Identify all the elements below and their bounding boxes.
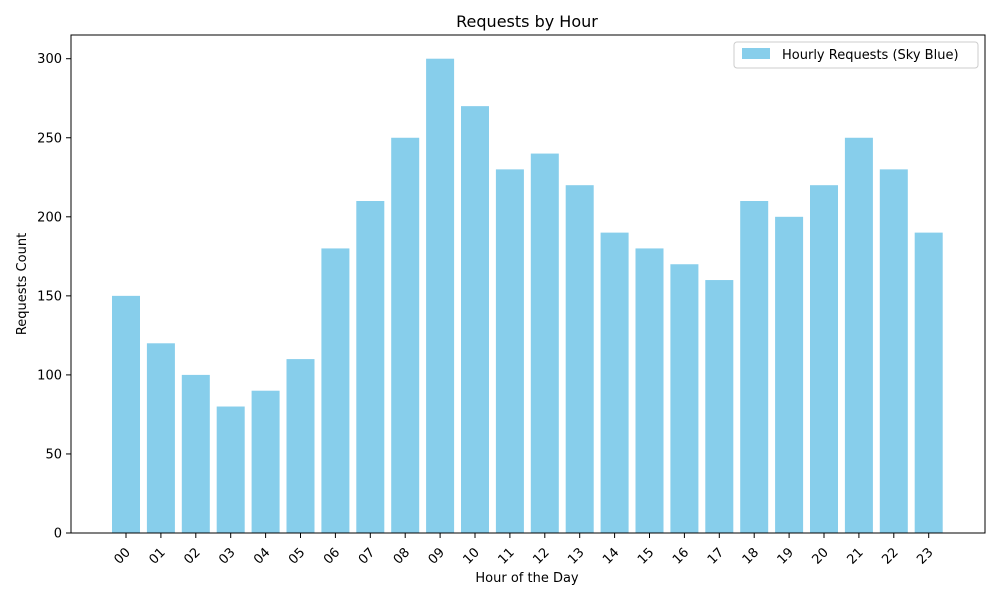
x-tick-label: 07 xyxy=(356,545,378,567)
y-tick-label: 150 xyxy=(37,289,62,304)
bar-21 xyxy=(844,137,873,533)
bar-13 xyxy=(565,185,594,533)
x-tick-label: 10 xyxy=(461,545,483,567)
bar-01 xyxy=(146,343,175,533)
y-tick-label: 300 xyxy=(37,52,62,67)
bar-11 xyxy=(495,169,524,533)
x-tick-label: 12 xyxy=(530,545,552,567)
x-tick-label: 02 xyxy=(181,545,203,567)
x-tick-label: 18 xyxy=(740,545,762,567)
x-tick-label: 23 xyxy=(914,545,936,567)
legend-box xyxy=(733,41,979,69)
x-tick-label: 01 xyxy=(146,545,168,567)
bar-02 xyxy=(181,374,210,533)
x-tick-label: 17 xyxy=(705,545,727,567)
bar-08 xyxy=(391,137,420,533)
x-tick-label: 14 xyxy=(600,545,622,567)
x-tick-label: 05 xyxy=(286,545,308,567)
x-tick-label: 04 xyxy=(251,545,273,567)
bar-15 xyxy=(635,248,664,533)
x-tick-label: 03 xyxy=(216,545,238,567)
y-tick-label: 100 xyxy=(37,368,62,383)
bar-19 xyxy=(775,216,804,533)
bar-12 xyxy=(530,153,559,533)
bar-20 xyxy=(810,185,838,533)
bar-04 xyxy=(251,390,280,533)
bar-17 xyxy=(705,280,734,533)
chart-title: Requests by Hour xyxy=(456,12,598,31)
legend-label: Hourly Requests (Sky Blue) xyxy=(782,48,959,63)
bar-23 xyxy=(914,232,943,533)
x-tick-label: 13 xyxy=(565,545,587,567)
bar-18 xyxy=(740,201,769,533)
bar-00 xyxy=(112,295,140,533)
legend-swatch xyxy=(742,48,770,59)
bar-06 xyxy=(321,248,350,533)
x-tick-label: 11 xyxy=(495,545,517,567)
y-tick-label: 200 xyxy=(37,210,62,225)
x-tick-label: 16 xyxy=(670,545,692,567)
y-tick-label: 50 xyxy=(45,447,62,462)
x-tick-label: 22 xyxy=(879,545,901,567)
bar-10 xyxy=(461,106,489,533)
x-tick-label: 20 xyxy=(810,545,832,567)
bar-14 xyxy=(600,232,629,533)
legend: Hourly Requests (Sky Blue) xyxy=(733,41,979,69)
y-tick-label: 0 xyxy=(54,527,62,542)
x-tick-label: 06 xyxy=(321,545,343,567)
x-axis-ticks: 00 01 02 03 04 05 06 07 08 09 10 11 12 13 14 15 16 17 18 19… xyxy=(112,533,937,568)
x-tick-label: 08 xyxy=(391,545,413,567)
plot-frame xyxy=(70,34,986,534)
x-tick-label: 09 xyxy=(426,545,448,567)
bars-group xyxy=(112,58,943,534)
x-tick-label: 00 xyxy=(112,545,134,567)
bar-09 xyxy=(426,58,455,534)
bar-03 xyxy=(216,406,245,533)
bar-05 xyxy=(286,359,315,533)
y-axis-label: Requests Count xyxy=(15,233,30,335)
x-axis-label: Hour of the Day xyxy=(475,571,579,586)
x-tick-label: 19 xyxy=(775,545,797,567)
bar-07 xyxy=(356,201,385,533)
bar-22 xyxy=(879,169,908,533)
y-tick-label: 250 xyxy=(37,131,62,146)
y-axis-ticks: 0 50 100 150 200 250 300 xyxy=(37,52,71,542)
x-tick-label: 15 xyxy=(635,545,657,567)
x-tick-label: 21 xyxy=(844,545,866,567)
bar-16 xyxy=(670,264,699,533)
